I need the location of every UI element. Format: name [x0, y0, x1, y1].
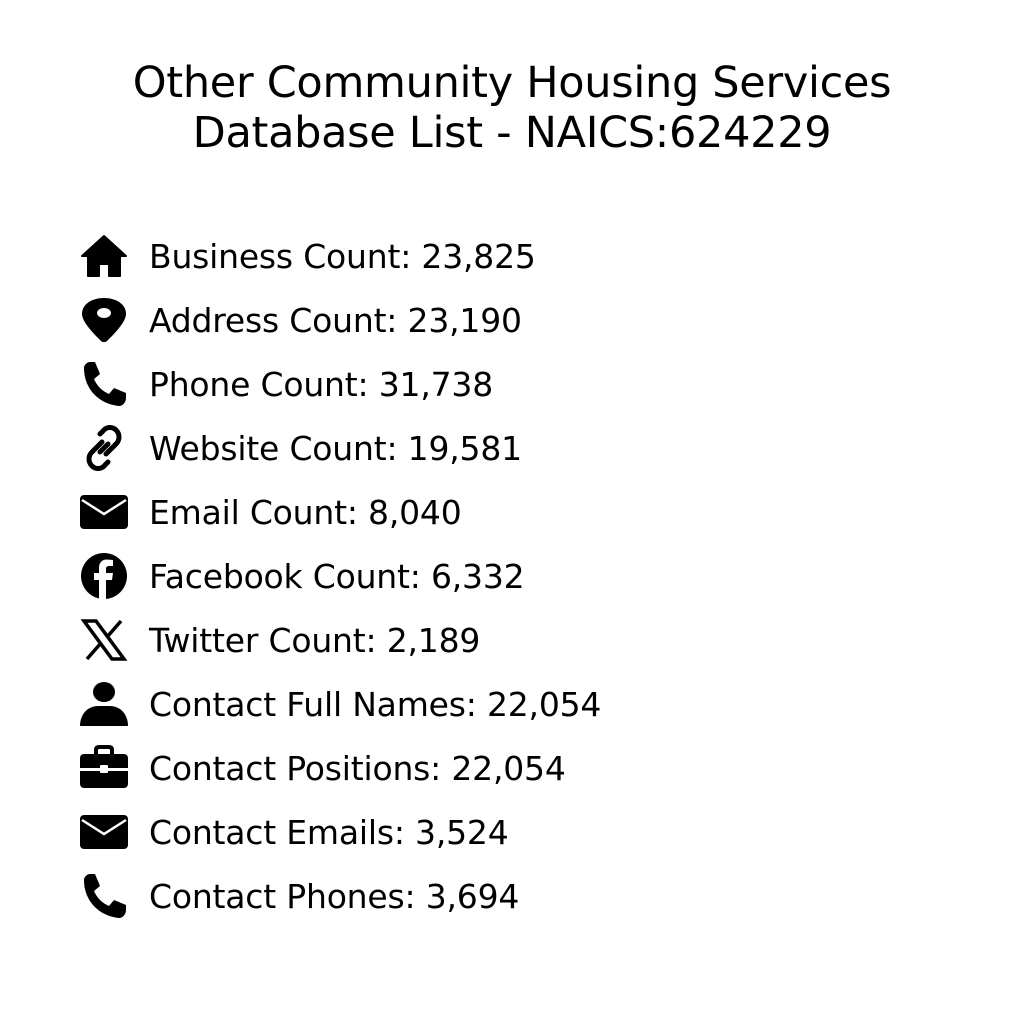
- user-icon: [80, 680, 128, 728]
- address-count: Address Count: 23,190: [149, 300, 522, 340]
- title-line-1: Other Community Housing Services: [132, 58, 892, 108]
- contact-emails: Contact Emails: 3,524: [149, 812, 509, 852]
- stats-list: Business Count: 23,825 Address Count: 23…: [80, 224, 601, 928]
- list-item-phone-count: Phone Count: 31,738: [80, 352, 601, 416]
- phone-icon: [80, 872, 128, 920]
- twitter-count: Twitter Count: 2,189: [149, 620, 481, 660]
- list-item-twitter-count: Twitter Count: 2,189: [80, 608, 601, 672]
- contact-full-names: Contact Full Names: 22,054: [149, 684, 602, 724]
- facebook-icon: [80, 552, 128, 600]
- list-item-website-count: Website Count: 19,581: [80, 416, 601, 480]
- business-count: Business Count: 23,825: [149, 236, 536, 276]
- list-item-contact-positions: Contact Positions: 22,054: [80, 736, 601, 800]
- x-twitter-icon: [80, 616, 128, 664]
- list-item-address-count: Address Count: 23,190: [80, 288, 601, 352]
- website-count: Website Count: 19,581: [149, 428, 522, 468]
- map-pin-icon: [80, 296, 128, 344]
- email-count: Email Count: 8,040: [149, 492, 462, 532]
- list-item-business-count: Business Count: 23,825: [80, 224, 601, 288]
- list-item-email-count: Email Count: 8,040: [80, 480, 601, 544]
- phone-count: Phone Count: 31,738: [149, 364, 493, 404]
- house-icon: [80, 232, 128, 280]
- contact-phones: Contact Phones: 3,694: [149, 876, 520, 916]
- phone-icon: [80, 360, 128, 408]
- list-item-contact-full-names: Contact Full Names: 22,054: [80, 672, 601, 736]
- list-item-contact-emails: Contact Emails: 3,524: [80, 800, 601, 864]
- page-title: Other Community Housing Services Databas…: [0, 58, 1024, 158]
- briefcase-icon: [80, 744, 128, 792]
- list-item-facebook-count: Facebook Count: 6,332: [80, 544, 601, 608]
- list-item-contact-phones: Contact Phones: 3,694: [80, 864, 601, 928]
- envelope-icon: [80, 488, 128, 536]
- contact-positions: Contact Positions: 22,054: [149, 748, 566, 788]
- link-icon: [80, 424, 128, 472]
- title-line-2: Database List - NAICS:624229: [192, 108, 832, 158]
- envelope-icon: [80, 808, 128, 856]
- facebook-count: Facebook Count: 6,332: [149, 556, 525, 596]
